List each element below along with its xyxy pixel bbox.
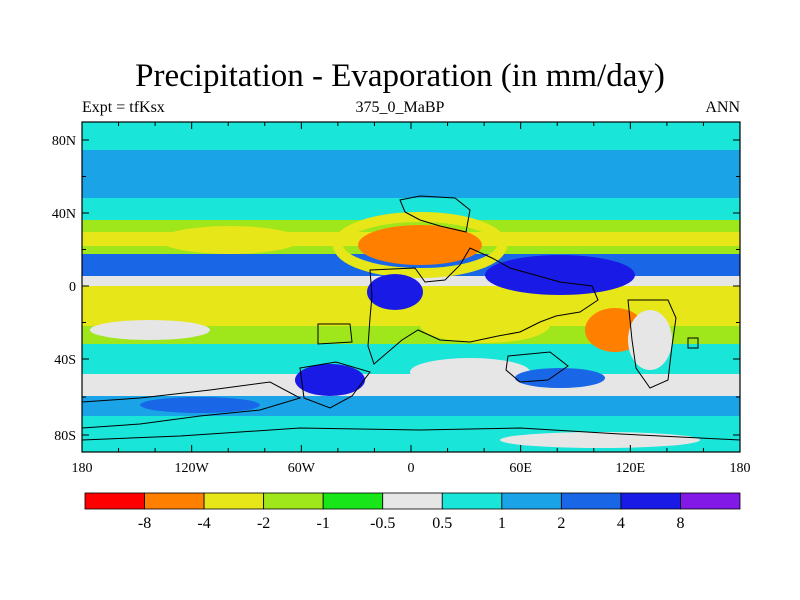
- experiment-label: Expt = tfKsx: [82, 99, 165, 116]
- map-field: [82, 122, 740, 452]
- coastline-south: [299, 361, 371, 409]
- coastline-east: [627, 299, 677, 389]
- coastline-southeast: [505, 351, 569, 383]
- colorbar-label: 1: [498, 515, 506, 532]
- feature-central-dry-halo: [333, 212, 507, 278]
- colorbar-swatch: [382, 492, 443, 510]
- colorbar-label: -4: [197, 515, 210, 532]
- band-high-north: [82, 150, 740, 198]
- feature-south-gray: [410, 358, 530, 386]
- colorbar-swatch: [501, 492, 562, 510]
- lon-tick-label: 120E: [616, 461, 646, 476]
- feature-eastern-wet: [485, 255, 635, 295]
- colorbar-swatch: [560, 492, 622, 510]
- feature-southern-dry: [420, 307, 550, 343]
- plot-title: Precipitation - Evaporation (in mm/day): [135, 58, 665, 94]
- coastlines: [82, 195, 740, 441]
- period-label: 375_0_MaBP: [355, 99, 445, 116]
- feature-south-wet: [515, 368, 605, 388]
- longitude-axis: 180 120W 60W 0 60E 120E 180: [72, 122, 751, 476]
- season-label: ANN: [705, 99, 740, 116]
- lon-tick-label: 180: [730, 461, 751, 476]
- colorbar-swatch: [84, 492, 145, 510]
- lat-tick-label: 40N: [52, 207, 76, 222]
- colorbar-swatch: [144, 492, 205, 510]
- lat-tick-label: 80N: [52, 134, 76, 149]
- colorbar-swatch: [263, 492, 324, 510]
- feature-north-ocean-blob: [160, 226, 300, 254]
- coastline-southern-ridge: [82, 381, 302, 429]
- colorbar-label: 4: [617, 515, 625, 532]
- colorbar: -8 -4 -2 -1 -0.5 0.5 1 2 4 8: [84, 492, 741, 532]
- colorbar-swatch: [203, 492, 265, 510]
- band-south-gray: [82, 374, 740, 396]
- feature-far-south-wet: [140, 397, 260, 413]
- lon-tick-label: 180: [72, 461, 93, 476]
- coastline-west-island: [317, 323, 353, 345]
- colorbar-label: -8: [138, 515, 151, 532]
- feature-west-south-blob: [90, 320, 210, 340]
- feature-east-continent: [628, 310, 672, 370]
- feature-antarctic-gray: [500, 432, 700, 448]
- colorbar-label: -0.5: [370, 515, 395, 532]
- colorbar-swatch: [322, 492, 384, 510]
- lat-tick-label: 40S: [54, 353, 76, 368]
- colorbar-swatch: [680, 492, 741, 510]
- colorbar-label: -1: [317, 515, 330, 532]
- band-south-green: [82, 326, 740, 344]
- colorbar-swatch: [441, 492, 503, 510]
- colorbar-label: 8: [676, 515, 684, 532]
- feature-southwest-wet: [295, 364, 365, 396]
- coastline-north: [399, 195, 471, 233]
- colorbar-swatch: [620, 492, 681, 510]
- feature-western-wet: [367, 274, 423, 310]
- coastline-antarctic: [82, 427, 740, 441]
- lon-tick-label: 0: [408, 461, 415, 476]
- coastline-east-small: [687, 337, 699, 349]
- colorbar-label: 2: [557, 515, 565, 532]
- colorbar-label: 0.5: [432, 515, 452, 532]
- lon-tick-label: 60W: [288, 461, 316, 476]
- coastline-main: [367, 247, 599, 365]
- band-north-mid: [82, 198, 740, 220]
- feature-central-dry: [358, 225, 482, 265]
- lon-tick-label: 120W: [175, 461, 210, 476]
- colorbar-label: -2: [257, 515, 270, 532]
- lon-tick-label: 60E: [509, 461, 532, 476]
- lat-tick-label: 80S: [54, 429, 76, 444]
- lat-tick-label: 0: [69, 280, 76, 295]
- latitude-axis: 80N 40N 0 40S 80S: [52, 134, 740, 444]
